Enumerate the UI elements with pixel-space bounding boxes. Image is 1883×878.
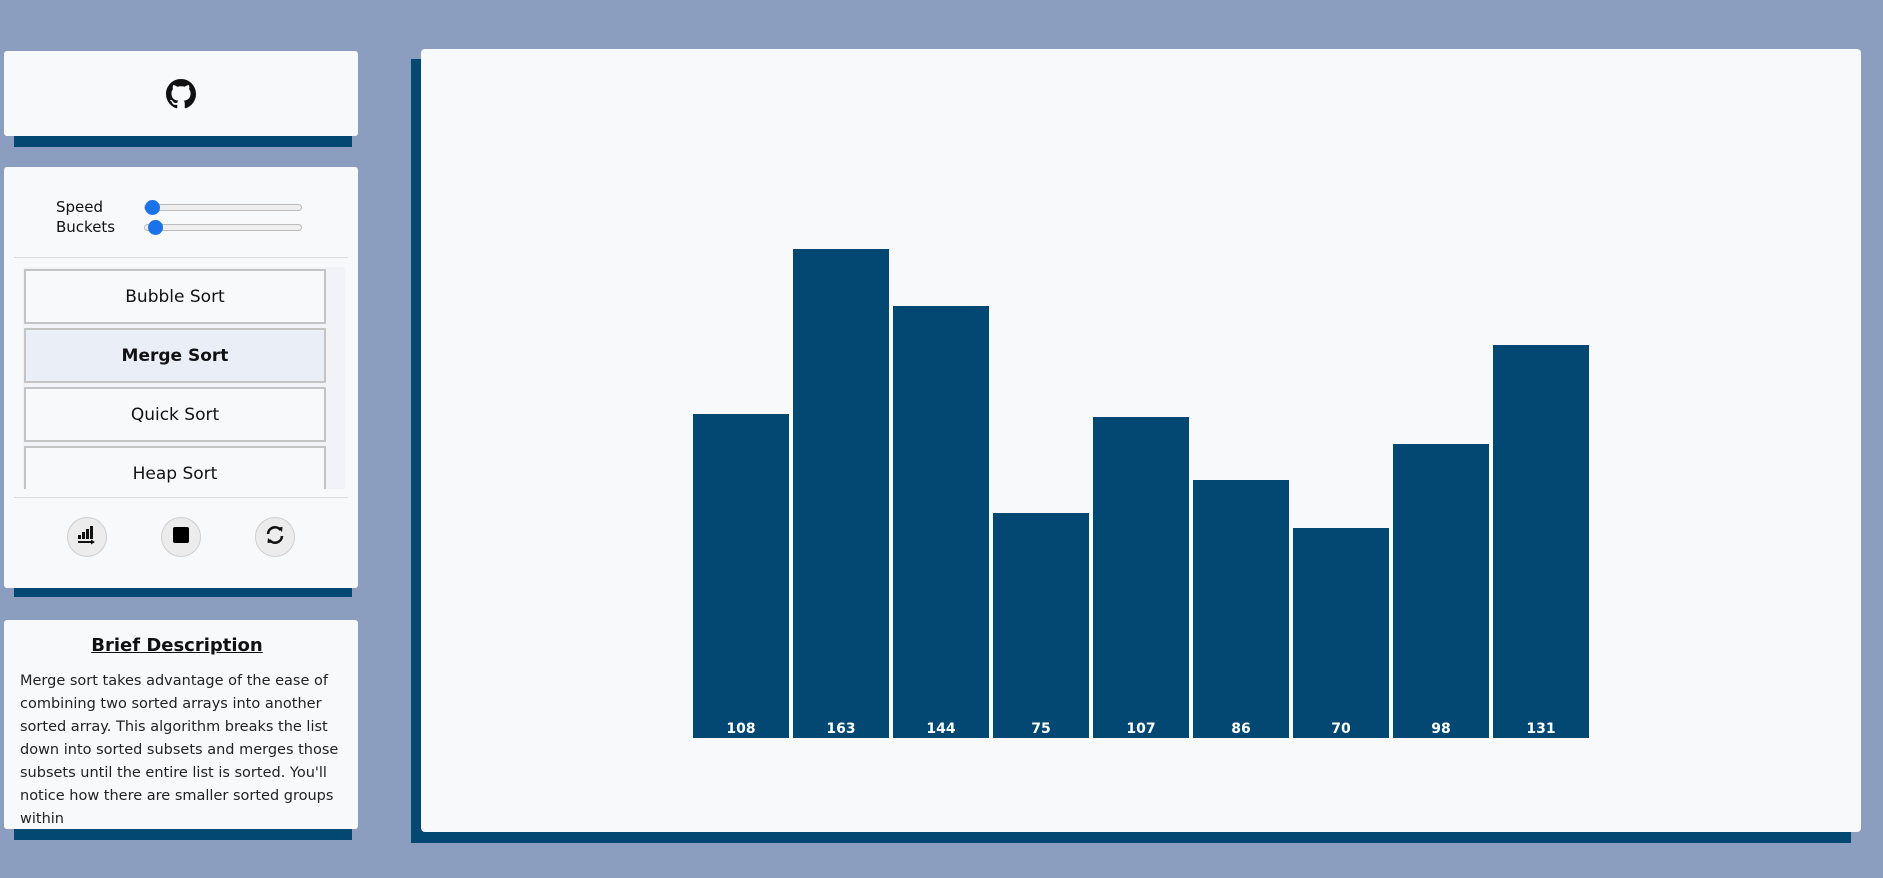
speed-slider[interactable]	[144, 199, 302, 215]
sort-button[interactable]	[67, 517, 107, 557]
bar-0	[693, 414, 789, 738]
refresh-button[interactable]	[255, 517, 295, 557]
controls-card: Speed Buckets Bubble Sort Merge Sort Qui…	[4, 167, 358, 597]
speed-slider-thumb[interactable]	[145, 199, 160, 215]
bar-8	[1493, 345, 1589, 738]
buckets-slider-thumb[interactable]	[148, 219, 163, 235]
stop-button[interactable]	[161, 517, 201, 557]
bar-label-7: 98	[1431, 721, 1450, 737]
merge-sort-button[interactable]: Merge Sort	[24, 328, 326, 383]
description-card-body[interactable]: Brief Description Merge sort takes advan…	[4, 620, 358, 829]
bar-2	[893, 306, 989, 738]
bar-label-4: 107	[1126, 721, 1155, 737]
buckets-label: Buckets	[56, 218, 116, 236]
speed-slider-row: Speed	[56, 197, 302, 217]
bar-label-3: 75	[1031, 721, 1050, 737]
buckets-slider-row: Buckets	[56, 217, 302, 237]
bar-7	[1393, 444, 1489, 738]
description-title: Brief Description	[91, 635, 263, 656]
controls-divider-bottom	[14, 497, 348, 498]
description-card: Brief Description Merge sort takes advan…	[4, 620, 358, 840]
refresh-icon	[264, 524, 286, 550]
sort-ascending-icon	[76, 524, 98, 550]
visualizer-panel: 108 163 144 75 107 86 70 98 131	[411, 49, 1861, 843]
bar-label-6: 70	[1331, 721, 1351, 737]
description-text: Merge sort takes advantage of the ease o…	[20, 673, 339, 827]
stop-icon	[172, 526, 190, 548]
bar-chart: 108 163 144 75 107 86 70 98 131	[693, 249, 1589, 738]
bar-4	[1093, 417, 1189, 738]
bar-label-5: 86	[1231, 721, 1250, 737]
github-icon[interactable]	[166, 78, 196, 109]
github-card-body	[4, 51, 358, 136]
controls-card-body: Speed Buckets Bubble Sort Merge Sort Qui…	[4, 167, 358, 588]
bar-label-1: 163	[826, 721, 855, 737]
bubble-sort-button[interactable]: Bubble Sort	[24, 269, 326, 324]
bar-label-2: 144	[926, 721, 955, 737]
bar-1	[793, 249, 889, 738]
github-card	[4, 51, 358, 147]
heap-sort-button[interactable]: Heap Sort	[24, 446, 326, 489]
quick-sort-button[interactable]: Quick Sort	[24, 387, 326, 442]
bar-6	[1293, 528, 1389, 738]
controls-divider-top	[14, 257, 348, 258]
buckets-slider[interactable]	[144, 219, 302, 235]
visualizer-canvas: 108 163 144 75 107 86 70 98 131	[421, 49, 1861, 832]
bar-5	[1193, 480, 1289, 738]
bar-3	[993, 513, 1089, 738]
bar-label-0: 108	[726, 721, 755, 737]
bar-label-8: 131	[1526, 721, 1555, 737]
algorithm-list[interactable]: Bubble Sort Merge Sort Quick Sort Heap S…	[23, 267, 345, 489]
speed-label: Speed	[56, 198, 104, 216]
